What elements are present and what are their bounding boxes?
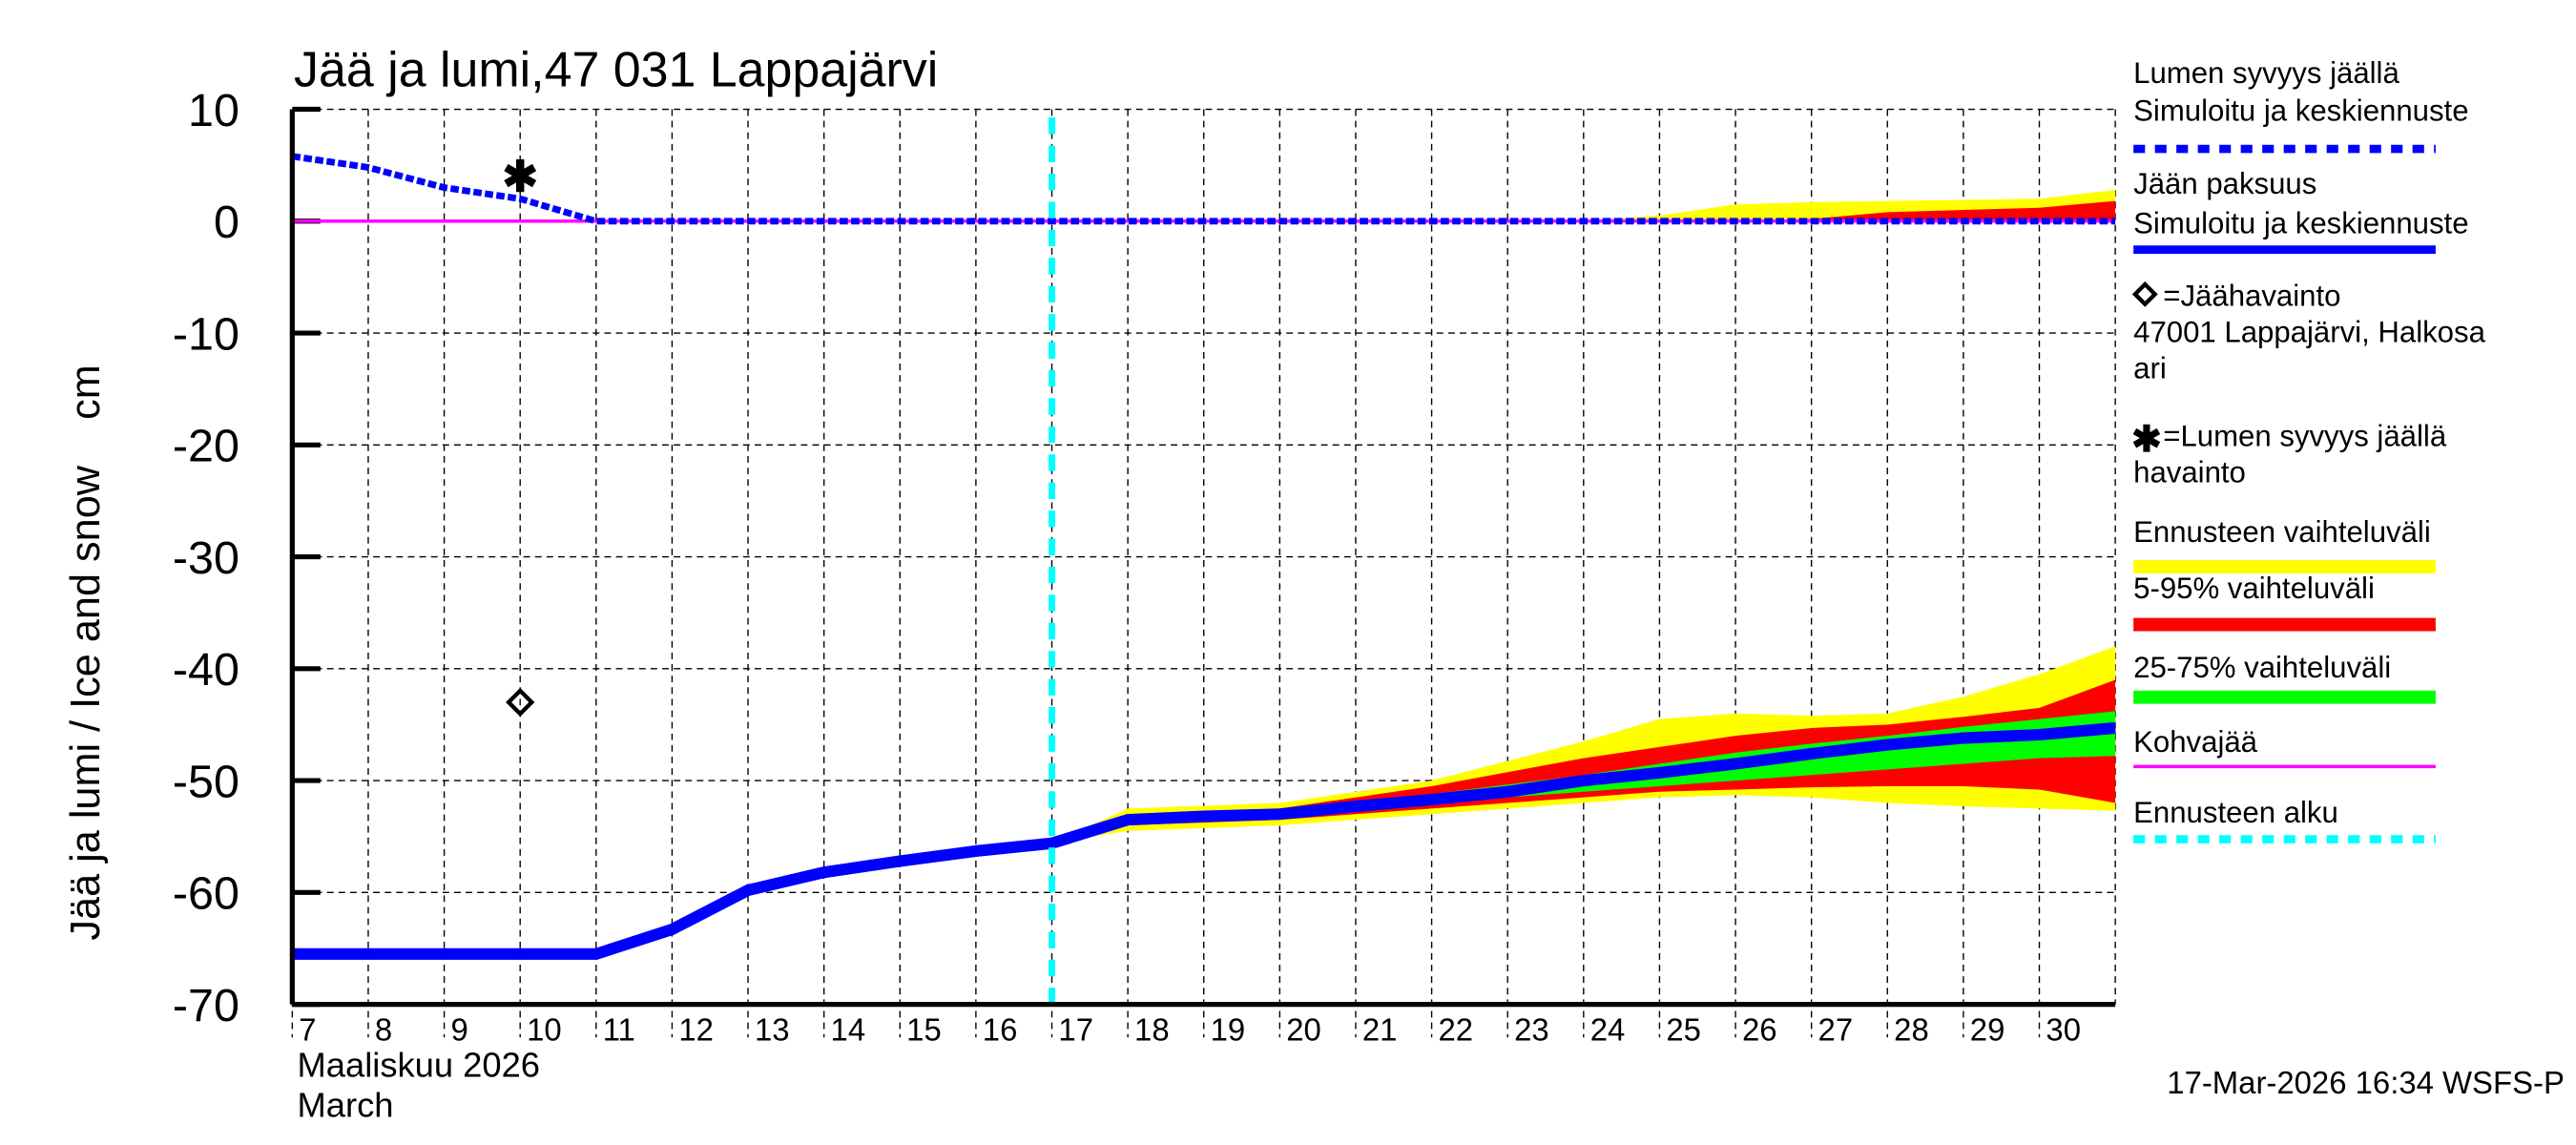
x-tick-label: 23 bbox=[1514, 1012, 1549, 1048]
legend-text: 47001 Lappajärvi, Halkosa bbox=[2133, 316, 2485, 349]
x-tick-label: 22 bbox=[1438, 1012, 1473, 1048]
y-tick-label: -50 bbox=[173, 756, 239, 807]
x-tick-label: 30 bbox=[2046, 1012, 2081, 1048]
legend-text: Simuloitu ja keskiennuste bbox=[2133, 94, 2468, 128]
x-tick-label: 11 bbox=[603, 1012, 635, 1048]
x-tick-label: 12 bbox=[678, 1012, 714, 1048]
x-axis-month-en: March bbox=[298, 1085, 394, 1124]
legend-text: 5-95% vaihteluväli bbox=[2133, 572, 2375, 605]
legend-text: havainto bbox=[2133, 456, 2246, 489]
legend-text: Simuloitu ja keskiennuste bbox=[2133, 206, 2468, 239]
legend-text: Lumen syvyys jäällä bbox=[2133, 56, 2399, 90]
x-tick-label: 14 bbox=[831, 1012, 866, 1048]
y-tick-label: 10 bbox=[188, 85, 239, 136]
star-icon: ✱ bbox=[2131, 420, 2162, 460]
ice-observation-marker bbox=[506, 687, 535, 718]
diamond-icon bbox=[2131, 281, 2158, 307]
legend-text: Ennusteen vaihteluväli bbox=[2133, 515, 2431, 549]
legend-text: Ennusteen alku bbox=[2133, 796, 2338, 829]
y-tick-label: -10 bbox=[173, 308, 239, 360]
x-tick-label: 19 bbox=[1211, 1012, 1246, 1048]
y-tick-label: -20 bbox=[173, 421, 239, 472]
x-tick-label: 15 bbox=[906, 1012, 942, 1048]
x-tick-label: 18 bbox=[1134, 1012, 1170, 1048]
x-tick-label: 26 bbox=[1742, 1012, 1777, 1048]
legend-text: Kohvajää bbox=[2133, 725, 2258, 759]
ice-band-5-95 bbox=[1051, 679, 2116, 843]
y-tick-label: 0 bbox=[214, 197, 239, 248]
x-tick-label: 20 bbox=[1286, 1012, 1321, 1048]
legend-text: =Jäähavainto bbox=[2163, 279, 2340, 312]
y-axis-label: Jää ja lumi / Ice and snow cm bbox=[63, 364, 109, 940]
x-tick-label: 24 bbox=[1590, 1012, 1626, 1048]
snow-depth-line bbox=[291, 153, 2116, 225]
x-tick-label: 16 bbox=[983, 1012, 1018, 1048]
snow-band-5-95 bbox=[1051, 200, 2116, 221]
snow-observation-marker: ✱ bbox=[502, 152, 538, 200]
snow-band-full bbox=[1051, 189, 2116, 221]
y-tick-label: -30 bbox=[173, 532, 239, 584]
legend-text: 25-75% vaihteluväli bbox=[2133, 651, 2391, 684]
chart-title: Jää ja lumi,47 031 Lappajärvi bbox=[294, 42, 938, 97]
footer-timestamp: 17-Mar-2026 16:34 WSFS-P bbox=[2167, 1065, 2565, 1100]
x-tick-label: 7 bbox=[299, 1012, 316, 1048]
y-tick-label: -40 bbox=[173, 644, 239, 696]
legend-text: =Lumen syvyys jäällä bbox=[2163, 420, 2447, 453]
x-tick-label: 27 bbox=[1818, 1012, 1854, 1048]
x-tick-label: 13 bbox=[755, 1012, 790, 1048]
ice-band-full bbox=[1051, 646, 2116, 843]
ice-thickness-line bbox=[292, 721, 2116, 960]
legend-text: ari bbox=[2133, 352, 2167, 385]
x-tick-label: 17 bbox=[1058, 1012, 1093, 1048]
x-tick-label: 29 bbox=[1970, 1012, 2005, 1048]
x-axis-month: Maaliskuu 2026 bbox=[298, 1046, 540, 1085]
y-tick-label: -60 bbox=[173, 868, 239, 920]
legend-text: Jään paksuus bbox=[2133, 167, 2316, 200]
x-tick-label: 21 bbox=[1362, 1012, 1398, 1048]
x-tick-label: 10 bbox=[527, 1012, 562, 1048]
x-tick-label: 8 bbox=[375, 1012, 392, 1048]
x-tick-label: 9 bbox=[450, 1012, 467, 1048]
x-tick-label: 28 bbox=[1894, 1012, 1929, 1048]
x-tick-label: 25 bbox=[1666, 1012, 1701, 1048]
y-tick-label: -70 bbox=[173, 980, 239, 1031]
